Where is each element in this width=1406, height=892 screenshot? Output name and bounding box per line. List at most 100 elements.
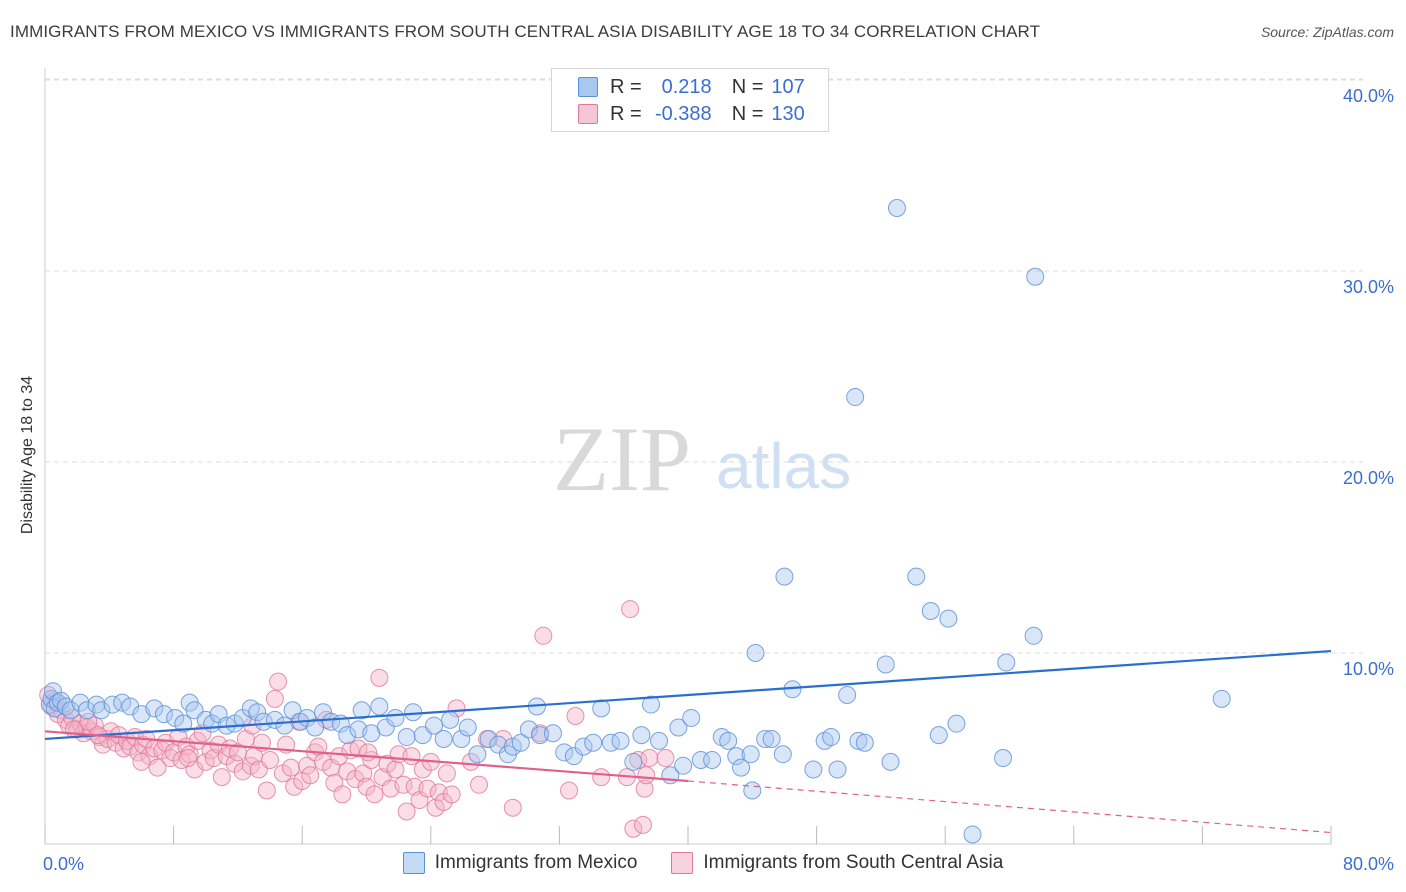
y-axis-label: Disability Age 18 to 34 bbox=[19, 375, 36, 535]
data-point-mexico bbox=[434, 729, 453, 748]
data-point-south-central-asia bbox=[503, 798, 522, 817]
data-point-south-central-asia bbox=[161, 749, 180, 768]
data-point-mexico bbox=[939, 609, 958, 628]
trend-line-mexico bbox=[44, 649, 1332, 741]
series-legend-swatch-blue bbox=[402, 852, 425, 874]
legend-row-mexico: R = 0.218 N = 107 bbox=[578, 75, 805, 99]
data-point-south-central-asia bbox=[592, 768, 611, 787]
data-point-mexico bbox=[92, 701, 111, 720]
data-point-mexico bbox=[743, 781, 762, 800]
data-point-mexico bbox=[762, 729, 781, 748]
data-point-mexico bbox=[849, 731, 868, 750]
data-point-south-central-asia bbox=[394, 775, 413, 794]
source-note: Source: ZipAtlas.com bbox=[1260, 24, 1394, 40]
data-point-mexico bbox=[77, 701, 96, 720]
data-point-south-central-asia bbox=[261, 750, 280, 769]
data-point-mexico bbox=[543, 724, 562, 743]
data-point-south-central-asia bbox=[265, 689, 284, 708]
data-point-mexico bbox=[254, 712, 273, 731]
data-point-south-central-asia bbox=[402, 747, 421, 766]
tick-labels: 10.0% 20.0% 30.0% 40.0% 0.0% 80.0% bbox=[43, 86, 1394, 874]
data-point-south-central-asia bbox=[148, 758, 167, 777]
watermark: ZIP atlas bbox=[553, 408, 851, 510]
data-point-mexico bbox=[822, 728, 841, 747]
series-legend-label: Immigrants from Mexico bbox=[434, 852, 638, 873]
chart-title: IMMIGRANTS FROM MEXICO VS IMMIGRANTS FRO… bbox=[10, 22, 1041, 41]
data-point-south-central-asia bbox=[461, 752, 480, 771]
data-point-mexico bbox=[669, 718, 688, 737]
data-point-mexico bbox=[682, 708, 701, 727]
data-point-south-central-asia bbox=[79, 712, 98, 731]
data-point-mexico bbox=[804, 760, 823, 779]
data-point-mexico bbox=[479, 729, 498, 748]
series-legend-label: Immigrants from South Central Asia bbox=[703, 852, 1004, 873]
data-point-mexico bbox=[611, 731, 630, 750]
watermark-atlas: atlas bbox=[716, 430, 851, 502]
data-point-mexico bbox=[907, 567, 926, 586]
data-point-mexico bbox=[997, 653, 1016, 672]
data-point-mexico bbox=[519, 720, 538, 739]
data-point-mexico bbox=[370, 697, 389, 716]
data-point-south-central-asia bbox=[179, 749, 198, 768]
data-point-south-central-asia bbox=[349, 739, 368, 758]
data-point-mexico bbox=[61, 701, 80, 720]
data-point-mexico bbox=[741, 745, 760, 764]
data-point-mexico bbox=[376, 718, 395, 737]
legend-n-value: 130 bbox=[771, 102, 805, 125]
data-point-south-central-asia bbox=[566, 707, 585, 726]
data-point-mexico bbox=[386, 708, 405, 727]
data-point-south-central-asia bbox=[534, 626, 553, 645]
data-point-south-central-asia bbox=[370, 668, 389, 687]
data-point-mexico bbox=[963, 825, 982, 844]
data-point-mexico bbox=[425, 716, 444, 735]
data-point-south-central-asia bbox=[365, 785, 384, 804]
data-point-south-central-asia bbox=[621, 600, 640, 619]
x-tick-label: 80.0% bbox=[1343, 854, 1394, 874]
legend-row-south-central-asia: R = -0.388 N = 130 bbox=[578, 102, 805, 126]
data-point-mexico bbox=[727, 747, 746, 766]
x-tick-label: 0.0% bbox=[43, 854, 84, 874]
data-point-south-central-asia bbox=[635, 779, 654, 798]
data-point-mexico bbox=[555, 743, 574, 762]
data-point-mexico bbox=[1026, 267, 1045, 286]
data-point-south-central-asia bbox=[269, 672, 288, 691]
trend-line-south-central-asia-extrapolated bbox=[687, 780, 1332, 834]
data-point-mexico bbox=[511, 733, 530, 752]
data-point-south-central-asia bbox=[397, 802, 416, 821]
legend-r-label: R = bbox=[610, 102, 642, 125]
data-point-south-central-asia bbox=[301, 766, 320, 785]
legend-r-value: 0.218 bbox=[661, 75, 712, 98]
data-point-mexico bbox=[881, 752, 900, 771]
data-point-mexico bbox=[352, 701, 371, 720]
data-point-south-central-asia bbox=[330, 747, 349, 766]
data-point-mexico bbox=[929, 726, 948, 745]
data-point-mexico bbox=[574, 737, 593, 756]
data-point-mexico bbox=[887, 198, 906, 217]
data-point-mexico bbox=[855, 733, 874, 752]
data-point-mexico bbox=[703, 750, 722, 769]
legend-swatch-pink bbox=[578, 104, 598, 124]
data-point-south-central-asia bbox=[386, 760, 405, 779]
data-point-mexico bbox=[921, 601, 940, 620]
data-point-mexico bbox=[275, 716, 294, 735]
data-point-mexico bbox=[468, 745, 487, 764]
data-point-mexico bbox=[338, 726, 357, 745]
data-point-mexico bbox=[732, 758, 751, 777]
data-point-mexico bbox=[838, 686, 857, 705]
data-point-mexico bbox=[564, 747, 583, 766]
data-point-south-central-asia bbox=[633, 815, 652, 834]
data-point-south-central-asia bbox=[333, 785, 352, 804]
data-point-mexico bbox=[674, 756, 693, 775]
legend-r-value: -0.388 bbox=[654, 102, 712, 125]
trend-line-south-central-asia bbox=[44, 730, 689, 783]
data-point-mexico bbox=[397, 728, 416, 747]
data-point-south-central-asia bbox=[447, 699, 466, 718]
data-point-mexico bbox=[846, 388, 865, 407]
blue-series-points bbox=[40, 198, 1231, 844]
legend-swatch-blue bbox=[578, 77, 598, 97]
data-point-south-central-asia bbox=[359, 743, 378, 762]
trend-lines bbox=[44, 649, 1332, 834]
data-point-mexico bbox=[746, 644, 765, 662]
legend-r-label: R = bbox=[610, 75, 642, 98]
